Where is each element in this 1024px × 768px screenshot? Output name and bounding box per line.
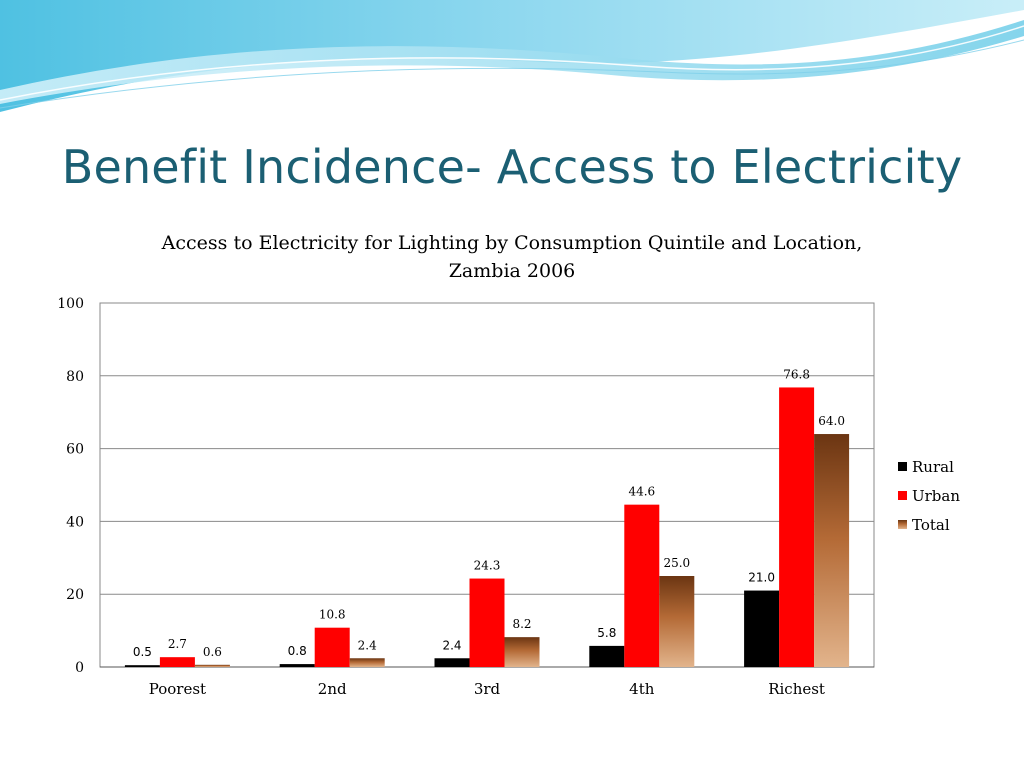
y-tick-label: 80	[66, 369, 84, 385]
y-tick-label: 20	[66, 587, 84, 603]
data-label: 5.8	[597, 626, 616, 640]
x-tick-label: 4th	[629, 680, 655, 698]
data-label: 76.8	[783, 367, 810, 381]
x-tick-label: 3rd	[474, 680, 501, 698]
x-tick-label: 2nd	[318, 680, 347, 698]
bar-rural	[744, 590, 780, 667]
bar-total	[814, 434, 850, 667]
page-title: Benefit Incidence- Access to Electricity	[61, 140, 963, 194]
legend-label: Total	[912, 516, 950, 534]
data-label: 0.5	[133, 645, 152, 659]
bar-total	[194, 664, 230, 667]
data-label: 24.3	[474, 559, 501, 573]
chart-subtitle: Zambia 2006	[449, 260, 576, 282]
data-label: 2.4	[442, 638, 461, 652]
bar-urban	[779, 387, 815, 667]
bar-urban	[159, 657, 195, 667]
bar-urban	[469, 578, 505, 667]
y-tick-label: 100	[57, 296, 84, 312]
x-tick-label: Poorest	[149, 680, 206, 698]
x-tick-label: Richest	[768, 680, 825, 698]
data-label: 2.4	[358, 638, 377, 652]
data-label: 0.6	[203, 645, 222, 659]
chart-title: Access to Electricity for Lighting by Co…	[161, 232, 863, 254]
bar-urban	[624, 504, 660, 667]
y-tick-label: 0	[75, 660, 84, 676]
bar-total	[349, 658, 385, 667]
bar-rural	[589, 645, 625, 667]
bar-total	[504, 637, 540, 667]
bar-rural	[124, 665, 160, 667]
data-label: 21.0	[748, 571, 775, 585]
bar-rural	[279, 664, 315, 667]
data-label: 10.8	[319, 608, 346, 622]
y-tick-label: 60	[66, 442, 84, 458]
legend-label: Urban	[912, 487, 960, 505]
bar-total	[659, 576, 695, 667]
legend-swatch-urban	[898, 491, 907, 500]
plot-area: 0 20 40 60 80 100 Poorest 0.5 2.7 0.6 2nd 0.8 10.8 2.…	[57, 296, 875, 698]
data-label: 0.8	[288, 644, 307, 658]
legend: Rural Urban Total	[898, 458, 960, 534]
bar-rural	[434, 658, 470, 667]
data-label: 8.2	[512, 617, 531, 631]
data-label: 44.6	[628, 485, 655, 499]
y-tick-label: 40	[66, 514, 84, 530]
data-label: 64.0	[818, 414, 845, 428]
legend-swatch-rural	[898, 462, 907, 471]
data-label: 25.0	[663, 556, 690, 570]
data-label: 2.7	[168, 637, 187, 651]
legend-swatch-total	[898, 520, 907, 529]
legend-label: Rural	[912, 458, 954, 476]
header-wave-decoration	[0, 0, 1024, 112]
bar-urban	[314, 627, 350, 667]
